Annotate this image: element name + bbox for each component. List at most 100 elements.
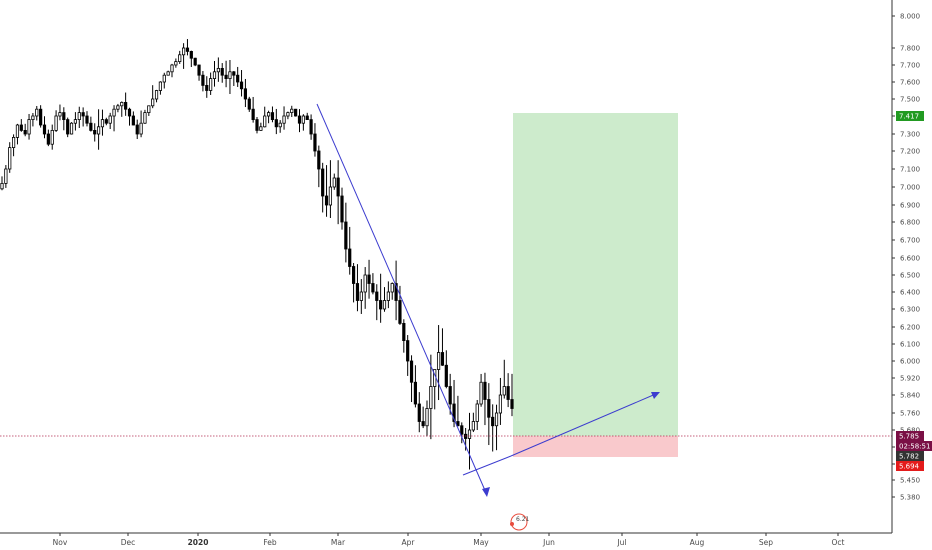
candle-body: [185, 47, 190, 52]
candle-body: [77, 112, 81, 120]
candle-body: [62, 112, 66, 120]
price-tick-label: 6.300: [900, 306, 920, 314]
price-tick-label: 6.100: [900, 341, 920, 349]
projection-arrow[interactable]: [510, 392, 659, 457]
candle-body: [108, 115, 112, 124]
price-tick-label: 8.000: [900, 13, 920, 21]
candle-body: [228, 71, 232, 80]
candle-body: [278, 122, 282, 128]
event-dot-icon: [510, 522, 514, 526]
candle-body: [104, 119, 108, 124]
candle-body: [100, 119, 105, 128]
time-tick-label: Sep: [759, 538, 773, 547]
price-tick-label: 5.920: [900, 375, 920, 383]
candle-body: [294, 108, 298, 117]
stop-price-tag: [896, 461, 924, 471]
candle-body: [120, 102, 124, 107]
candle-body: [35, 108, 39, 117]
price-tick-label: 7.000: [900, 184, 920, 192]
candle-body: [290, 108, 294, 113]
trend-drawings[interactable]: [316, 103, 660, 497]
candle-body: [301, 115, 305, 124]
candle-body: [220, 68, 224, 76]
price-tick-label: 5.840: [900, 392, 920, 400]
candle-body: [174, 61, 178, 66]
candle-body: [189, 51, 193, 59]
time-tick-label: Jul: [616, 538, 626, 547]
event-icon[interactable]: [510, 513, 528, 531]
candlestick-series: [0, 39, 514, 470]
price-tick-label: 7.500: [900, 96, 920, 104]
price-axis[interactable]: 8.0007.8007.7007.6007.5007.4007.3007.200…: [892, 13, 920, 502]
price-tick-label: 6.400: [900, 289, 920, 297]
price-tags: 7.417 5.785 02:58:51 5.782 5.694: [896, 111, 932, 471]
candle-body: [54, 115, 58, 131]
candle-body: [440, 352, 445, 366]
candle-body: [510, 399, 514, 409]
candle-body: [216, 68, 220, 73]
time-tick-label: 2020: [188, 538, 209, 547]
downtrend-arrowhead-icon: [482, 487, 490, 497]
candle-body: [135, 124, 139, 135]
price-tick-label: 5.680: [900, 427, 920, 435]
candle-body: [456, 421, 460, 427]
candle-body: [502, 386, 506, 396]
event-marker[interactable]: 6.21: [510, 513, 530, 531]
candle-body: [494, 412, 499, 427]
profit-zone[interactable]: [513, 113, 678, 436]
candle-body: [398, 300, 402, 324]
candle-body: [471, 421, 475, 431]
candle-body: [116, 105, 120, 110]
candle-body: [309, 119, 313, 135]
candle-body: [363, 274, 367, 293]
candle-body: [313, 133, 317, 152]
candle-body: [139, 122, 143, 135]
candle-body: [274, 119, 278, 128]
downtrend-line[interactable]: [316, 103, 488, 496]
candle-body: [351, 266, 356, 284]
candle-body: [498, 394, 503, 414]
loss-zone[interactable]: [513, 436, 678, 457]
time-tick-label: Feb: [263, 538, 277, 547]
long-position-zones[interactable]: [513, 113, 678, 457]
candle-body: [143, 112, 147, 124]
candle-body: [27, 119, 31, 135]
candle-body: [158, 81, 163, 91]
candle-body: [66, 119, 70, 135]
candle-body: [166, 71, 170, 76]
candle-body: [402, 322, 406, 341]
candle-body: [11, 136, 16, 148]
candle-body: [154, 90, 159, 100]
candle-body: [409, 360, 414, 383]
price-tick-label: 7.300: [900, 131, 920, 139]
candle-body: [124, 102, 128, 110]
candle-body: [390, 283, 394, 293]
candle-body: [39, 108, 43, 126]
candle-body: [263, 115, 267, 128]
price-tick-label: 7.600: [900, 79, 920, 87]
candle-body: [344, 221, 348, 250]
time-axis[interactable]: Nov Dec 2020 Feb Mar Apr May Jun Jul Aug Sep Oct: [53, 533, 845, 547]
price-tick-label: 5.450: [900, 477, 920, 485]
candle-body: [73, 119, 78, 124]
candle-body: [417, 403, 421, 422]
candle-body: [282, 115, 286, 124]
price-tick-label: 6.800: [900, 219, 920, 227]
price-tick-label: 6.200: [900, 324, 920, 332]
candle-body: [96, 126, 101, 135]
candle-body: [266, 112, 271, 117]
stop-price-label: 5.694: [899, 463, 920, 471]
candle-body: [69, 122, 74, 135]
candle-body: [212, 71, 217, 80]
candle-body: [259, 126, 263, 131]
candle-body: [232, 71, 236, 76]
last-price-tag: [896, 451, 924, 461]
current-price-label: 5.785: [899, 433, 919, 441]
candle-body: [162, 74, 166, 83]
time-tick-label: Nov: [53, 538, 68, 547]
candle-body: [93, 129, 97, 135]
target-price-tag: [896, 111, 924, 121]
base-trendline[interactable]: [462, 455, 512, 476]
candle-body: [209, 78, 213, 91]
